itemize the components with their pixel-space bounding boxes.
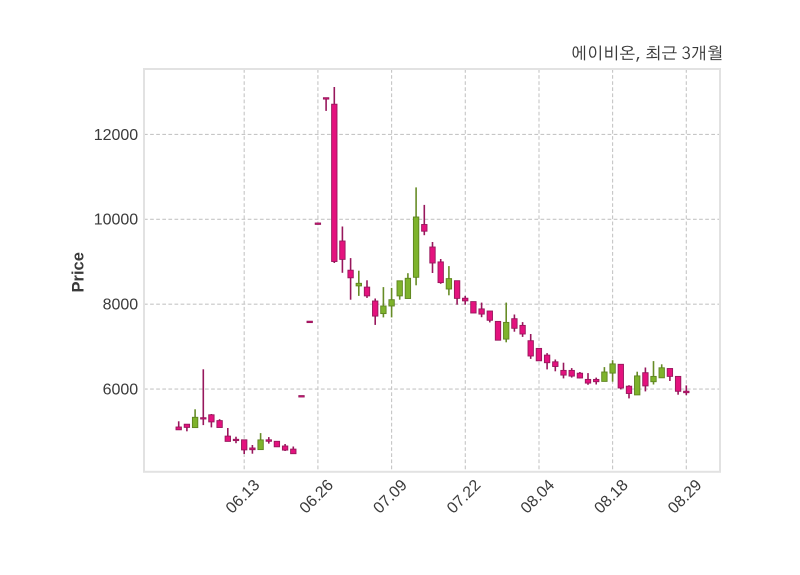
svg-text:10000: 10000 bbox=[94, 212, 139, 229]
svg-text:8000: 8000 bbox=[103, 297, 139, 314]
svg-text:07.22: 07.22 bbox=[444, 477, 484, 517]
svg-text:08.04: 08.04 bbox=[518, 477, 558, 517]
svg-text:08.29: 08.29 bbox=[665, 477, 705, 517]
svg-text:06.26: 06.26 bbox=[297, 477, 337, 517]
svg-text:06.13: 06.13 bbox=[223, 477, 263, 517]
svg-text:08.18: 08.18 bbox=[591, 477, 631, 517]
svg-text:12000: 12000 bbox=[94, 127, 139, 144]
svg-text:Price: Price bbox=[70, 252, 88, 292]
svg-text:6000: 6000 bbox=[103, 382, 139, 399]
svg-text:07.09: 07.09 bbox=[370, 477, 410, 517]
